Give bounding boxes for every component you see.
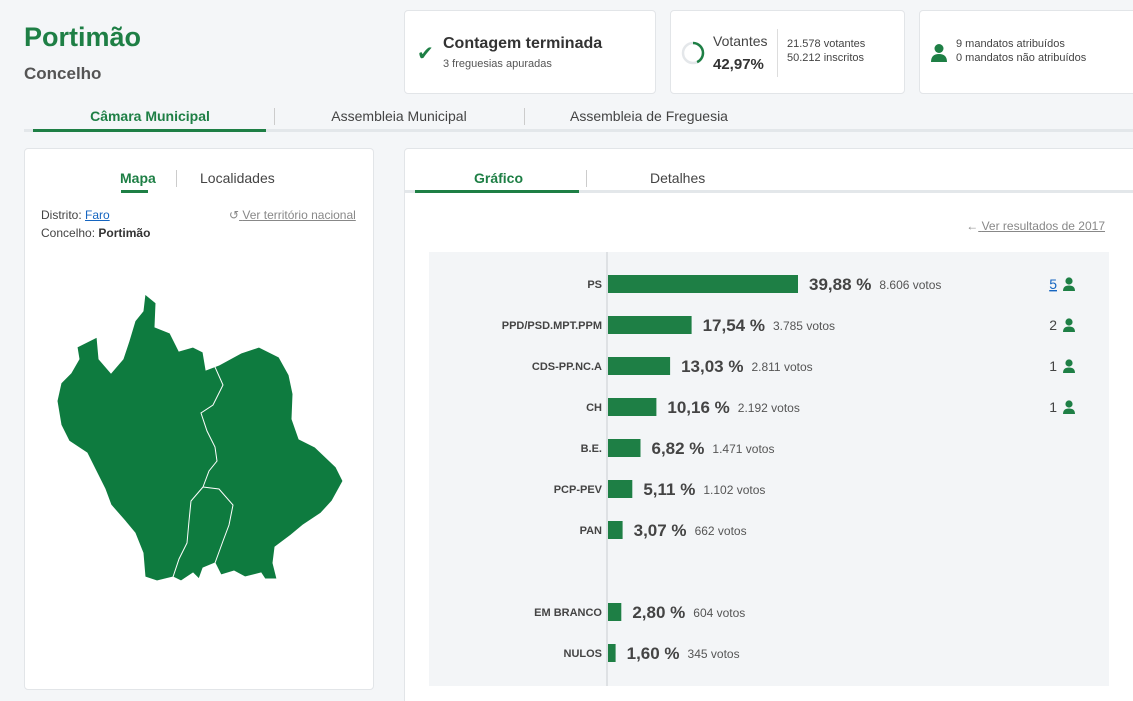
person-icon [1063,400,1075,414]
bar-votes-label: 1.471 votos [712,442,774,456]
bar-category-label: PCP-PEV [554,484,603,496]
turnout-ring-icon [681,41,705,65]
voters-label: Votantes [713,33,768,49]
active-subtab-indicator [121,190,148,193]
bar-votes-label: 2.811 votos [751,360,812,374]
chart-area: PS 39,88 % 8.606 votos 5 PPD/PSD.MPT.PPM 17,5… [429,252,1109,686]
bar[interactable] [608,398,657,416]
council-label: Concelho: [41,226,96,240]
district-info: Distrito: Faro [41,208,110,222]
bar-category-label: NULOS [564,648,603,660]
bar-votes-label: 8.606 votos [879,278,941,292]
undo-icon: ↺ [229,208,240,222]
tab-camara-municipal[interactable]: Câmara Municipal [90,108,210,124]
bar-votes-label: 1.102 votos [703,483,765,497]
bar[interactable] [608,480,633,498]
tabs-baseline [405,190,1133,193]
election-tabs: Câmara Municipal Assembleia Municipal As… [24,100,1133,132]
tab-assembleia-municipal[interactable]: Assembleia Municipal [331,108,467,124]
tab-separator [586,170,587,187]
previous-results-label: Ver resultados de 2017 [981,219,1105,233]
bar-category-label: CDS-PP.NC.A [532,361,602,373]
page-title: Portimão [24,22,142,52]
mandates-unassigned: 0 mandatos não atribuídos [956,52,1087,64]
count-status-title: Contagem terminada [443,35,603,52]
bar-value-label: 17,54 % [703,316,765,335]
turnout-percent: 42,97% [713,56,764,73]
municipality-map[interactable] [53,289,345,601]
bar-category-label: EM BRANCO [534,607,602,619]
bar-votes-label: 662 votos [695,524,747,538]
chart-panel: Gráfico Detalhes ← Ver resultados de 201… [404,148,1133,701]
bar-value-label: 39,88 % [809,275,871,294]
bar-votes-label: 604 votos [693,606,745,620]
bar-value-label: 6,82 % [651,439,704,458]
tab-assembleia-freguesia[interactable]: Assembleia de Freguesia [570,108,728,124]
bar[interactable] [608,521,623,539]
map-border [200,351,224,488]
count-status-card: ✔ Contagem terminada 3 freguesias apurad… [404,10,656,94]
bar[interactable] [608,357,671,375]
person-icon [1063,277,1075,291]
divider [777,29,778,77]
tab-separator [524,108,525,125]
mandates-count: 2 [1049,317,1057,333]
bar-category-label: CH [586,402,602,414]
mandates-count: 1 [1049,399,1057,415]
tab-map[interactable]: Mapa [120,170,156,186]
bar-value-label: 13,03 % [681,357,743,376]
bar-votes-label: 3.785 votos [773,319,835,333]
bar[interactable] [608,439,641,457]
national-territory-label: Ver território nacional [242,208,356,222]
bar-value-label: 5,11 % [643,480,695,499]
count-status-subtitle: 3 freguesias apuradas [443,58,552,70]
voters-card: Votantes 42,97% 21.578 votantes 50.212 i… [670,10,905,94]
mandates-count: 1 [1049,358,1057,374]
map-region-north[interactable] [56,293,344,582]
voters-count: 21.578 votantes [787,38,866,50]
map-border [172,486,204,578]
bar-category-label: PPD/PSD.MPT.PPM [502,320,602,332]
check-icon: ✔ [417,43,434,65]
mandates-assigned: 9 mandatos atribuídos [956,38,1065,50]
bar[interactable] [608,275,798,293]
active-tab-indicator [33,129,266,132]
bar-votes-label: 345 votos [688,647,740,661]
person-icon [1063,318,1075,332]
bar[interactable] [608,603,622,621]
previous-results-link[interactable]: ← Ver resultados de 2017 [966,219,1105,233]
district-link[interactable]: Faro [85,208,110,222]
bar-value-label: 1,60 % [627,644,680,663]
bar[interactable] [608,316,692,334]
person-icon [931,44,947,62]
mandates-card: 9 mandatos atribuídos 0 mandatos não atr… [919,10,1133,94]
registered-count: 50.212 inscritos [787,52,865,64]
district-label: Distrito: [41,208,82,222]
mandates-count[interactable]: 5 [1049,276,1057,292]
bar-category-label: B.E. [581,443,602,455]
tab-places[interactable]: Localidades [200,170,275,186]
council-info: Concelho: Portimão [41,226,150,240]
national-territory-link[interactable]: ↺ Ver território nacional [229,208,356,222]
council-value: Portimão [98,226,151,240]
arrow-left-icon: ← [966,219,979,233]
person-icon [1063,359,1075,373]
map-border [202,486,234,564]
bar[interactable] [608,644,616,662]
tab-chart[interactable]: Gráfico [474,170,524,186]
bar-value-label: 10,16 % [667,398,729,417]
active-subtab-indicator [415,190,579,193]
tab-separator [176,170,177,187]
bar-votes-label: 2.192 votos [738,401,800,415]
bar-category-label: PAN [580,525,602,537]
results-bar-chart: PS 39,88 % 8.606 votos 5 PPD/PSD.MPT.PPM 17,5… [502,252,1075,686]
map-panel: Mapa Localidades Distrito: Faro Concelho… [24,148,374,690]
bar-value-label: 3,07 % [634,521,687,540]
page-subtitle: Concelho [24,64,102,83]
bar-category-label: PS [587,279,602,291]
tab-separator [274,108,275,125]
tab-details[interactable]: Detalhes [650,170,706,186]
bar-value-label: 2,80 % [632,603,685,622]
